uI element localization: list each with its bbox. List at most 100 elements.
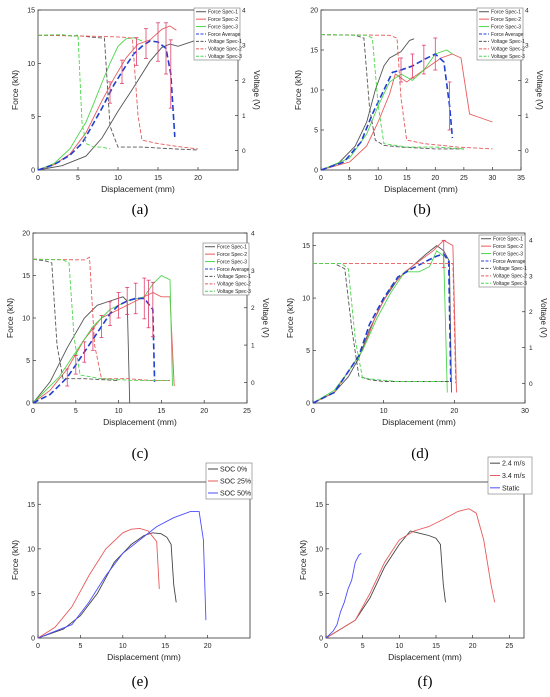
legend-label: Force Spec-2	[208, 17, 238, 23]
y-tick-label: 5	[26, 358, 30, 365]
legend-label: Force Spec-2	[493, 244, 523, 250]
y2-tick-label: 1	[529, 345, 533, 352]
y-tick-label: 10	[310, 88, 318, 95]
panel-label: (e)	[132, 674, 149, 690]
y-tick-label: 15	[27, 8, 35, 15]
legend-label: Voltage Spec-2	[491, 47, 525, 53]
series-line	[313, 262, 457, 384]
y2-tick-label: 2	[251, 305, 255, 312]
y-tick-label: 15	[302, 243, 310, 250]
y-axis-label: Force (kN)	[293, 70, 303, 110]
y-axis-label: Force (kN)	[10, 540, 20, 580]
y2-axis-label: Voltage (V)	[252, 70, 261, 110]
y2-tick-label: 4	[251, 231, 255, 238]
y-tick-label: 5	[31, 591, 35, 598]
legend-label: Voltage Spec-1	[217, 274, 251, 280]
series-line	[37, 34, 199, 150]
y2-axis-label: Voltage (V)	[539, 298, 548, 338]
x-tick-label: 0	[319, 175, 323, 182]
y-axis-label: Force (kN)	[5, 298, 15, 338]
y-axis-label: Force (kN)	[285, 298, 295, 338]
y-tick-label: 0	[306, 401, 310, 408]
y-tick-label: 5	[31, 114, 35, 121]
series-line	[325, 508, 496, 639]
series-line	[32, 297, 156, 404]
y-tick-label: 10	[27, 61, 35, 68]
x-tick-label: 30	[489, 175, 497, 182]
x-tick-label: 15	[158, 408, 166, 415]
plot-frame	[312, 232, 526, 404]
x-tick-label: 0	[311, 408, 315, 415]
x-tick-label: 20	[469, 643, 477, 650]
x-tick-label: 10	[395, 643, 403, 650]
series-line	[320, 49, 453, 171]
plot-frame	[37, 9, 239, 171]
chart-panel: 0 5 10 15 20 0 5 10 15 Displacement (mm) Force (kN…	[10, 462, 253, 690]
series-line	[320, 34, 493, 150]
legend-label: Force Spec-1	[217, 244, 247, 250]
x-tick-label: 5	[78, 643, 82, 650]
series-line	[37, 532, 177, 639]
series-line	[37, 40, 200, 171]
y-tick-label: 15	[315, 502, 323, 509]
panel-label: (d)	[411, 446, 429, 462]
x-axis-label: Displacement (mm)	[107, 652, 181, 662]
legend-label: Voltage Spec-2	[208, 47, 242, 53]
y-tick-label: 20	[310, 8, 318, 15]
x-tick-label: 5	[74, 408, 78, 415]
legend-label: Force Spec-2	[217, 252, 247, 258]
x-tick-label: 25	[460, 175, 468, 182]
y2-tick-label: 0	[242, 148, 246, 155]
legend-label: Voltage Spec-1	[208, 39, 242, 45]
x-axis-label: Displacement (mm)	[101, 184, 175, 194]
y-tick-label: 20	[22, 231, 30, 238]
legend-label: Voltage Spec-2	[493, 274, 527, 280]
y-tick-label: 0	[31, 168, 35, 175]
legend-label: Force Spec-1	[208, 9, 238, 15]
series-line	[320, 53, 454, 171]
y2-tick-label: 3	[529, 273, 533, 280]
y2-tick-label: 0	[251, 380, 255, 387]
y2-axis-label: Voltage (V)	[535, 70, 544, 110]
legend-label: Static	[502, 485, 520, 492]
y-tick-label: 10	[302, 296, 310, 303]
y2-tick-label: 0	[525, 148, 529, 155]
y2-tick-label: 2	[242, 78, 246, 85]
x-axis-label: Displacement (mm)	[384, 184, 458, 194]
panel-label: (a)	[132, 202, 149, 218]
legend-label: Voltage Spec-3	[491, 54, 525, 60]
legend-label: 2.4 m/s	[502, 461, 525, 468]
y-tick-label: 0	[31, 636, 35, 643]
series-line	[32, 256, 170, 382]
x-tick-label: 20	[450, 408, 458, 415]
x-tick-label: 0	[324, 643, 328, 650]
legend-label: Voltage Spec-3	[217, 289, 251, 295]
x-tick-label: 5	[76, 175, 80, 182]
y-tick-label: 10	[315, 546, 323, 553]
x-axis-label: Displacement (mm)	[103, 417, 177, 427]
x-axis-label: Displacement (mm)	[388, 652, 462, 662]
legend-label: SOC 50%	[220, 490, 251, 497]
x-tick-label: 5	[361, 643, 365, 650]
x-tick-label: 10	[374, 175, 382, 182]
y-tick-label: 15	[310, 48, 318, 55]
y-tick-label: 5	[306, 348, 310, 355]
legend-label: SOC 25%	[220, 478, 251, 485]
legend-label: Voltage Spec-3	[493, 281, 527, 287]
legend-label: SOC 0%	[220, 466, 247, 473]
panel-label: (b)	[413, 202, 431, 218]
y-tick-label: 0	[314, 168, 318, 175]
x-tick-label: 10	[114, 175, 122, 182]
y-axis-label: Force (kN)	[298, 540, 308, 580]
x-tick-label: 0	[31, 408, 35, 415]
series-line	[313, 262, 450, 382]
chart-panel: 0 10 20 30 0 5 10 15 0 1 2 3 4 Voltage (V) Displacemen…	[285, 232, 548, 462]
x-tick-label: 20	[204, 643, 212, 650]
y2-tick-label: 1	[242, 113, 246, 120]
legend-label: Voltage Spec-3	[208, 54, 242, 60]
x-tick-label: 0	[36, 643, 40, 650]
legend-label: Force Spec-2	[491, 17, 521, 23]
x-tick-label: 35	[517, 175, 525, 182]
legend-label: Force Average	[217, 267, 250, 273]
series-line	[37, 527, 160, 639]
